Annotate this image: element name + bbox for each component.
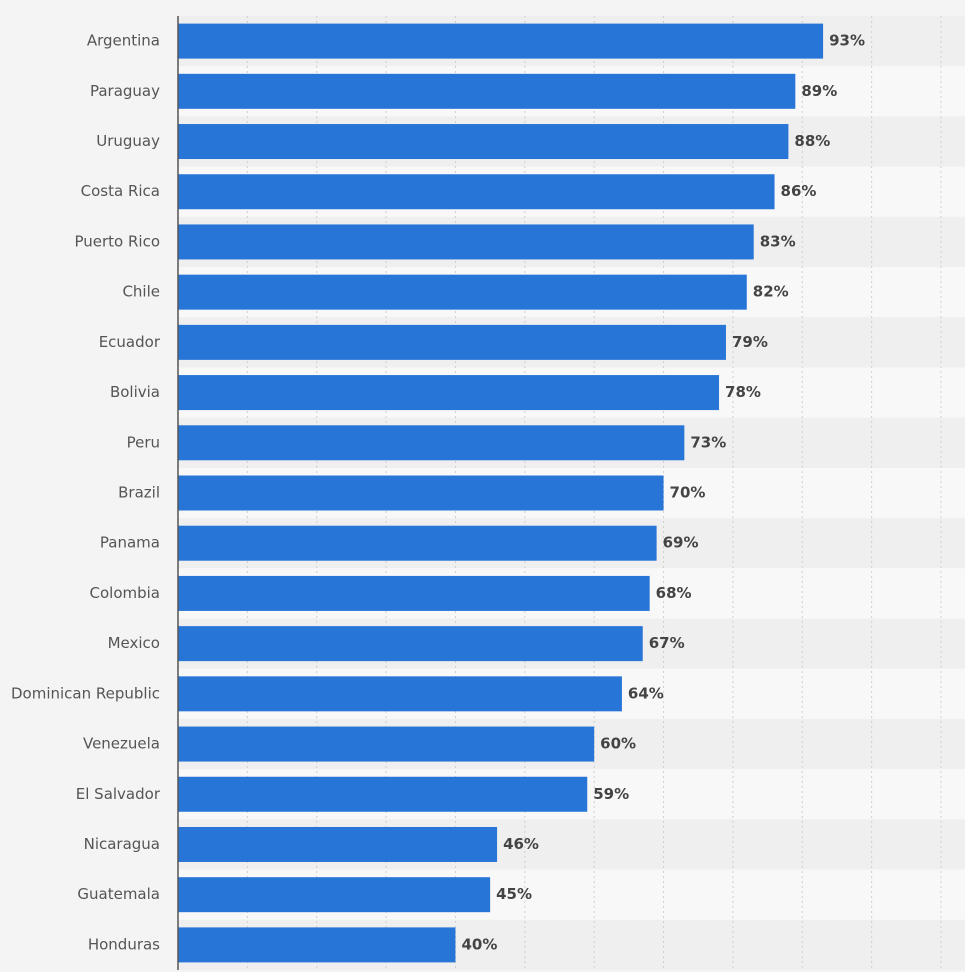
- data-label: 68%: [656, 584, 692, 602]
- category-label: Nicaragua: [84, 835, 160, 853]
- bar: [178, 475, 664, 511]
- bar: [178, 927, 456, 963]
- bar: [178, 626, 643, 662]
- bar: [178, 575, 650, 611]
- bar: [178, 826, 498, 862]
- category-label: Bolivia: [110, 383, 160, 401]
- category-label: Venezuela: [83, 735, 160, 753]
- data-label: 60%: [600, 735, 636, 753]
- bar: [178, 23, 824, 59]
- category-label: Mexico: [108, 634, 160, 652]
- data-label: 73%: [690, 433, 726, 451]
- category-label: El Salvador: [76, 785, 161, 803]
- bar: [178, 375, 720, 411]
- category-label: Uruguay: [96, 132, 160, 150]
- bar: [178, 425, 685, 461]
- category-label: Colombia: [90, 584, 161, 602]
- category-label: Brazil: [118, 484, 160, 502]
- data-label: 82%: [753, 283, 789, 301]
- category-label: Guatemala: [77, 885, 160, 903]
- data-label: 93%: [829, 32, 865, 50]
- bar: [178, 776, 588, 812]
- bar: [178, 525, 657, 561]
- category-label: Argentina: [87, 32, 160, 50]
- bar: [178, 124, 789, 160]
- data-label: 45%: [496, 885, 532, 903]
- bar: [178, 174, 775, 210]
- bar: [178, 224, 754, 260]
- data-label: 79%: [732, 333, 768, 351]
- data-label: 59%: [593, 785, 629, 803]
- bar: [178, 324, 726, 360]
- data-label: 40%: [461, 935, 497, 953]
- data-label: 83%: [760, 232, 796, 250]
- data-label: 46%: [503, 835, 539, 853]
- data-label: 86%: [781, 182, 817, 200]
- category-label: Honduras: [88, 935, 160, 953]
- data-label: 88%: [794, 132, 830, 150]
- data-label: 70%: [670, 484, 706, 502]
- category-label: Ecuador: [99, 333, 161, 351]
- bar: [178, 726, 595, 762]
- data-label: 89%: [801, 82, 837, 100]
- data-label: 69%: [663, 534, 699, 552]
- data-label: 67%: [649, 634, 685, 652]
- value-labels: 93% 89% 88% 86% 83% 82% 79% 78% 73% 70% 69% 68% 67% 6…: [461, 32, 865, 954]
- bar: [178, 274, 747, 310]
- category-label: Panama: [100, 534, 160, 552]
- category-label: Peru: [127, 433, 160, 451]
- bar: [178, 676, 622, 712]
- category-label: Paraguay: [90, 82, 160, 100]
- data-label: 64%: [628, 684, 664, 702]
- bars: [178, 23, 824, 963]
- category-label: Chile: [122, 283, 160, 301]
- category-labels: Argentina Paraguay Uruguay Costa Rica Puerto…: [11, 32, 161, 954]
- data-label: 78%: [725, 383, 761, 401]
- bar: [178, 877, 491, 913]
- category-label: Puerto Rico: [74, 232, 160, 250]
- category-label: Costa Rica: [81, 182, 160, 200]
- bar: [178, 73, 796, 109]
- category-label: Dominican Republic: [11, 684, 160, 702]
